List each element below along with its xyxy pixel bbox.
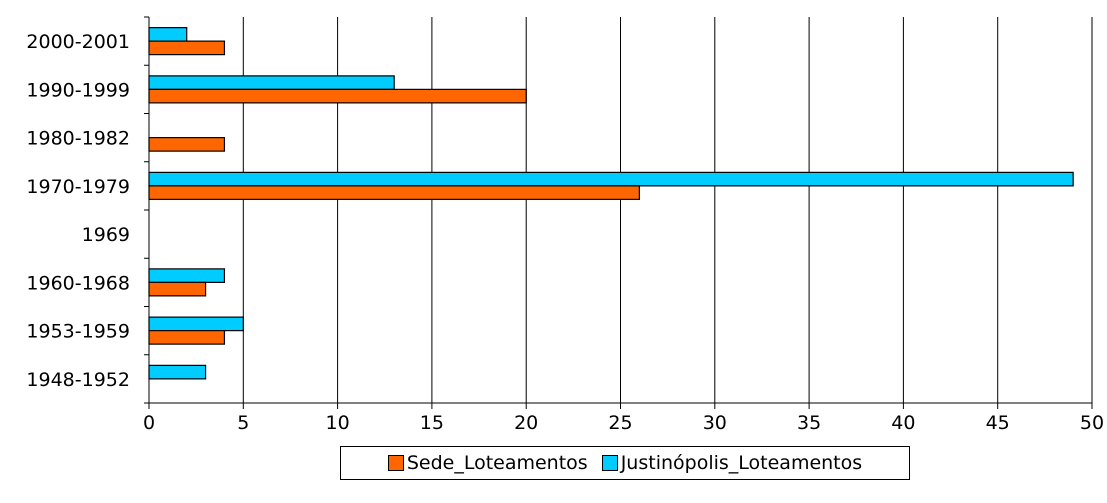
bars <box>148 27 1074 380</box>
x-tick-label: 15 <box>420 412 444 434</box>
y-tick-label: 1948-1952 <box>26 369 130 391</box>
y-tick-label: 2000-2001 <box>26 31 130 53</box>
bar-sede <box>148 88 527 104</box>
y-tick-label: 1990-1999 <box>26 79 130 101</box>
bar-sede <box>148 185 640 200</box>
y-tick-label: 1960-1968 <box>26 272 130 294</box>
y-tick-label: 1953-1959 <box>26 321 130 343</box>
x-tick-label: 5 <box>237 412 249 434</box>
y-tick-label: 1970-1979 <box>26 176 130 198</box>
legend-swatch-justinopolis <box>601 455 618 471</box>
tick-labels: 0 5 10 15 20 25 30 35 40 45 50 1948-1952 1953-1959 19… <box>26 31 1104 434</box>
bar-justinopolis <box>148 171 1074 187</box>
axes <box>144 16 1093 409</box>
gridlines <box>242 17 1093 403</box>
bar-sede <box>148 281 207 297</box>
bar-justinopolis <box>148 75 395 90</box>
bar-justinopolis <box>148 364 207 380</box>
legend: Sede_Loteamentos Justinópolis_Loteamento… <box>340 446 910 480</box>
x-tick-label: 10 <box>326 412 350 434</box>
y-tick-label: 1980-1982 <box>26 128 130 150</box>
x-tick-label: 45 <box>986 412 1010 434</box>
x-tick-label: 0 <box>143 412 155 434</box>
legend-item-sede: Sede_Loteamentos <box>387 452 588 474</box>
bar-chart: 0 5 10 15 20 25 30 35 40 45 50 1948-1952 1953-1959 19… <box>26 16 1104 434</box>
x-tick-label: 35 <box>797 412 821 434</box>
legend-label-justinopolis: Justinópolis_Loteamentos <box>620 452 863 474</box>
x-tick-label: 40 <box>891 412 915 434</box>
bar-sede <box>148 40 226 56</box>
bar-justinopolis <box>148 27 188 42</box>
legend-item-justinopolis: Justinópolis_Loteamentos <box>601 452 863 474</box>
x-tick-label: 30 <box>703 412 727 434</box>
x-tick-label: 20 <box>514 412 538 434</box>
bar-sede <box>148 137 226 152</box>
x-tick-label: 25 <box>608 412 632 434</box>
x-tick-label: 50 <box>1080 412 1104 434</box>
bar-sede <box>148 330 226 345</box>
bar-justinopolis <box>148 316 244 332</box>
y-tick-label: 1969 <box>82 224 130 246</box>
legend-label-sede: Sede_Loteamentos <box>406 452 588 474</box>
bar-justinopolis <box>148 268 226 283</box>
legend-swatch-sede <box>387 455 404 471</box>
